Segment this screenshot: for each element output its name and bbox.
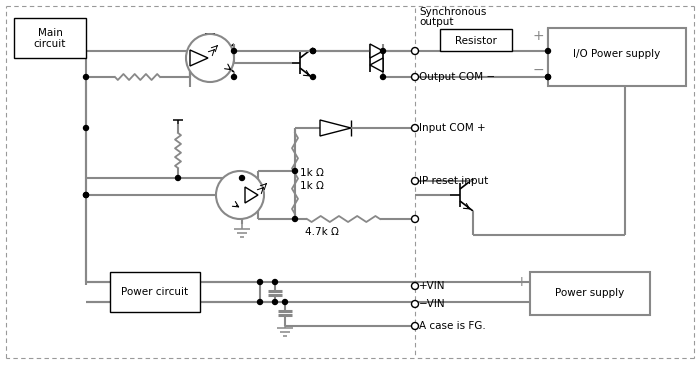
Circle shape [311,75,316,79]
Bar [14,18,86,58]
Text: +: + [533,29,545,43]
Text: Output COM −: Output COM − [419,72,495,82]
Polygon shape [245,187,258,203]
Circle shape [258,300,262,304]
Circle shape [311,48,316,54]
Circle shape [381,75,386,79]
Text: Synchronous: Synchronous [419,7,486,17]
Circle shape [83,125,88,131]
Circle shape [232,48,237,54]
Text: 4.7k Ω: 4.7k Ω [305,227,339,237]
Bar [530,272,650,315]
Circle shape [545,75,550,79]
Polygon shape [370,58,383,72]
Polygon shape [190,50,208,66]
Circle shape [412,48,419,55]
Text: circuit: circuit [34,39,66,49]
Circle shape [412,300,419,307]
Text: +: + [516,275,528,289]
Text: I/O Power supply: I/O Power supply [573,49,661,59]
Circle shape [258,279,262,284]
Circle shape [412,124,419,131]
Circle shape [293,169,297,173]
Circle shape [83,193,88,197]
Text: +VIN: +VIN [419,281,445,291]
Circle shape [283,300,288,304]
Polygon shape [320,120,351,136]
Text: IP reset input: IP reset input [419,176,488,186]
Text: A case is FG.: A case is FG. [419,321,486,331]
Text: Power supply: Power supply [555,288,624,298]
Circle shape [216,171,264,219]
Circle shape [186,34,234,82]
Text: 1k Ω: 1k Ω [300,181,324,191]
Bar [548,28,686,86]
Text: Power circuit: Power circuit [121,287,188,297]
Circle shape [232,75,237,79]
Text: Input COM +: Input COM + [419,123,486,133]
Circle shape [311,48,316,54]
Circle shape [381,48,386,54]
Text: 1k Ω: 1k Ω [300,168,324,178]
Circle shape [412,323,419,330]
Text: Main: Main [38,28,62,38]
Circle shape [272,279,277,284]
Circle shape [412,73,419,80]
Circle shape [239,176,244,180]
Text: −VIN: −VIN [419,299,446,309]
Circle shape [412,283,419,290]
Text: −: − [516,295,528,309]
Circle shape [83,75,88,79]
Circle shape [412,215,419,223]
Circle shape [176,176,181,180]
Text: −: − [533,63,545,77]
Text: output: output [419,17,454,27]
Circle shape [412,177,419,184]
Circle shape [272,300,277,304]
Polygon shape [370,44,383,58]
Circle shape [545,75,550,79]
Circle shape [293,217,297,221]
Bar [440,29,512,51]
Circle shape [83,193,88,197]
Text: Resistor: Resistor [455,36,497,46]
Bar [110,272,200,312]
Circle shape [545,48,550,54]
